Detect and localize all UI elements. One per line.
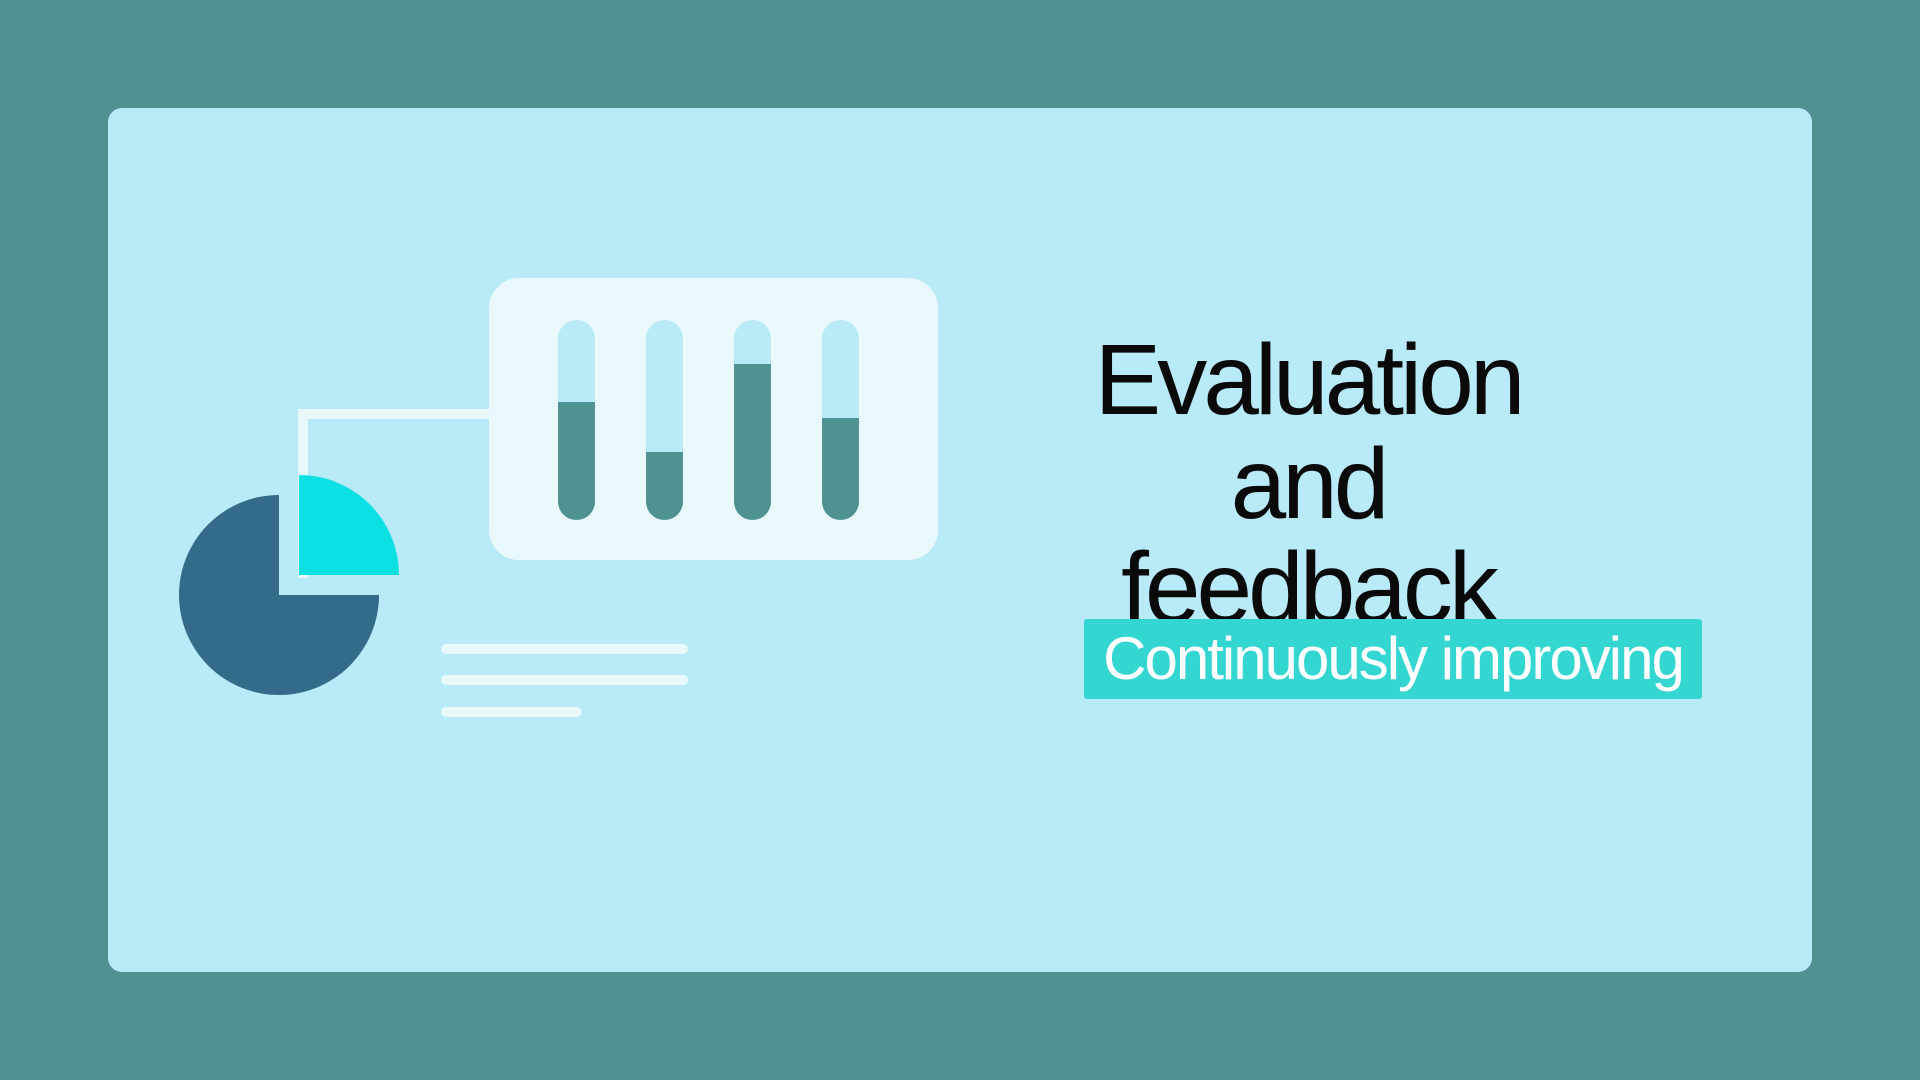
bar-fill-1 [558, 402, 595, 520]
pie-accent-slice [299, 475, 399, 575]
bar-fill-2 [646, 452, 683, 520]
bar-fill-4 [822, 418, 859, 520]
pie-main-slice [179, 495, 379, 695]
tagline-badge: Continuously improving [1084, 619, 1702, 699]
bar-panel [489, 278, 938, 560]
title-line-1: Evaluation and [1094, 324, 1526, 540]
slide-title: Evaluation and feedback [1008, 328, 1608, 640]
analytics-illustration [179, 278, 938, 717]
bar-group [558, 320, 859, 520]
slide-card: Evaluation and feedback Continuously imp… [108, 108, 1812, 972]
bar-fill-3 [734, 364, 771, 520]
